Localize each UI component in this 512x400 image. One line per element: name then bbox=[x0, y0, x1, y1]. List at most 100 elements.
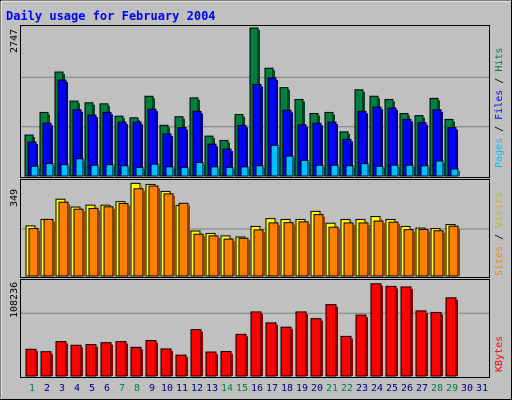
x-tick-day-13: 13 bbox=[206, 383, 218, 394]
x-tick-day-2: 2 bbox=[44, 383, 50, 394]
pages-bar-day-13 bbox=[210, 166, 219, 177]
kbytes-bar-day-12-shadow bbox=[201, 331, 203, 376]
kbytes-bar-day-19-shadow bbox=[306, 313, 308, 376]
files-bar-day-12-shadow bbox=[201, 113, 203, 176]
files-bar-day-14-shadow bbox=[231, 151, 233, 176]
sites-bar-day-9 bbox=[148, 185, 159, 277]
pages-bar-day-13-shadow bbox=[218, 168, 220, 176]
sites-bar-day-24-shadow bbox=[383, 223, 385, 276]
legend-kbytes: KBytes bbox=[494, 336, 505, 372]
x-tick-day-7: 7 bbox=[119, 383, 125, 394]
legend-sites: Sites bbox=[494, 246, 505, 276]
pages-bar-day-17-shadow bbox=[278, 147, 280, 176]
sites-bar-day-6-shadow bbox=[113, 208, 115, 276]
pages-bar-day-25 bbox=[390, 164, 399, 177]
files-bar-day-16-shadow bbox=[261, 86, 263, 176]
x-tick-day-8: 8 bbox=[134, 383, 140, 394]
kbytes-bar-day-13-shadow bbox=[216, 354, 218, 376]
sites-bar-day-7-shadow bbox=[128, 205, 130, 276]
sites-bar-day-26-shadow bbox=[413, 231, 415, 276]
pages-bar-day-9 bbox=[150, 163, 159, 177]
x-tick-day-18: 18 bbox=[281, 383, 293, 394]
kbytes-bar-day-1-shadow bbox=[36, 351, 38, 376]
sites-bar-day-20-shadow bbox=[323, 216, 325, 276]
sites-bar-day-1-shadow bbox=[38, 230, 40, 276]
sites-bar-day-13-shadow bbox=[218, 237, 220, 276]
kbytes-bar-day-9-shadow bbox=[156, 342, 158, 376]
pages-bar-day-3-shadow bbox=[68, 166, 70, 176]
kbytes-bar-day-14-shadow bbox=[231, 353, 233, 376]
pages-bar-day-26-shadow bbox=[413, 167, 415, 176]
kbytes-bar-day-26-shadow bbox=[411, 288, 413, 376]
kbytes-bar-day-11 bbox=[175, 354, 187, 377]
kbytes-bar-day-1 bbox=[25, 348, 37, 377]
sites-bar-day-23 bbox=[358, 222, 369, 277]
kbytes-bar-day-28 bbox=[430, 311, 442, 377]
kbytes-bar-day-2 bbox=[40, 351, 52, 377]
sites-bar-day-27 bbox=[418, 228, 429, 277]
kbytes-bar-day-17-shadow bbox=[276, 324, 278, 376]
sites-bar-day-15 bbox=[238, 237, 249, 277]
sites-bar-day-4 bbox=[73, 208, 84, 277]
x-tick-day-5: 5 bbox=[89, 383, 95, 394]
files-bar-day-21-shadow bbox=[336, 124, 338, 176]
pages-bar-day-26 bbox=[405, 164, 414, 177]
legend-visits: Visits bbox=[494, 192, 505, 228]
x-tick-day-24: 24 bbox=[371, 383, 383, 394]
sites-bar-day-11-shadow bbox=[188, 205, 190, 276]
x-tick-day-20: 20 bbox=[311, 383, 323, 394]
sites-bar-day-4-shadow bbox=[83, 211, 85, 276]
pages-bar-day-16 bbox=[255, 165, 264, 177]
pages-bar-day-20 bbox=[315, 164, 324, 177]
x-tick-day-19: 19 bbox=[296, 383, 308, 394]
x-tick-day-14: 14 bbox=[221, 383, 233, 394]
kbytes-bar-day-26 bbox=[400, 286, 412, 377]
files-bar-day-18-shadow bbox=[291, 112, 293, 176]
pages-bar-day-28-shadow bbox=[443, 162, 445, 176]
pages-bar-day-15-shadow bbox=[248, 168, 250, 176]
x-tick-day-4: 4 bbox=[74, 383, 80, 394]
files-bar-day-1-shadow bbox=[36, 144, 38, 176]
sites-bar-day-21-shadow bbox=[338, 229, 340, 276]
kbytes-bar-day-3-shadow bbox=[66, 343, 68, 376]
kbytes-bar-day-3 bbox=[55, 341, 67, 377]
pages-bar-day-4-shadow bbox=[83, 160, 85, 176]
pages-bar-day-18 bbox=[285, 155, 294, 177]
pages-bar-day-1-shadow bbox=[38, 168, 40, 176]
pages-bar-day-16-shadow bbox=[263, 167, 265, 176]
files-bar-day-4-shadow bbox=[81, 111, 83, 176]
pages-bar-day-6-shadow bbox=[113, 166, 115, 176]
x-axis-labels: 1 2 3 4 5 6 7 8 9 10 11 12 13 14 15 16 17 18 19 20 21 22 23 24 2… bbox=[29, 383, 488, 394]
files-bar-day-20-shadow bbox=[321, 125, 323, 176]
bottom-ymax-label: 108236 bbox=[9, 282, 20, 318]
kbytes-bar-day-10-shadow bbox=[171, 350, 173, 376]
x-tick-day-30: 30 bbox=[461, 383, 473, 394]
top-legend: Pages / Files / Hits bbox=[494, 48, 505, 168]
pages-bar-day-12-shadow bbox=[203, 164, 205, 176]
files-bar-day-5-shadow bbox=[96, 117, 98, 176]
kbytes-bar-day-17 bbox=[265, 322, 277, 377]
sites-bar-day-16-shadow bbox=[263, 231, 265, 276]
kbytes-bar-day-15 bbox=[235, 333, 247, 377]
files-bar-day-22-shadow bbox=[351, 141, 353, 176]
x-tick-day-12: 12 bbox=[191, 383, 203, 394]
files-bar-day-24 bbox=[372, 106, 382, 177]
pages-bar-day-5 bbox=[90, 164, 99, 177]
kbytes-bar-day-8 bbox=[130, 346, 142, 377]
sites-bar-day-26 bbox=[403, 229, 414, 277]
x-tick-day-11: 11 bbox=[176, 383, 188, 394]
kbytes-bar-day-12 bbox=[190, 329, 202, 377]
sites-bar-day-12-shadow bbox=[203, 236, 205, 276]
files-bar-day-2-shadow bbox=[51, 125, 53, 176]
pages-bar-day-27-shadow bbox=[428, 167, 430, 176]
x-tick-day-9: 9 bbox=[149, 383, 155, 394]
pages-bar-day-25-shadow bbox=[398, 167, 400, 176]
kbytes-bar-day-15-shadow bbox=[246, 336, 248, 376]
files-bar-day-13-shadow bbox=[216, 146, 218, 176]
sites-bar-day-18-shadow bbox=[293, 224, 295, 276]
pages-bar-day-7-shadow bbox=[128, 167, 130, 176]
pages-bar-day-5-shadow bbox=[98, 167, 100, 176]
sites-bar-day-25 bbox=[388, 221, 399, 277]
pages-bar-day-15 bbox=[240, 166, 249, 177]
